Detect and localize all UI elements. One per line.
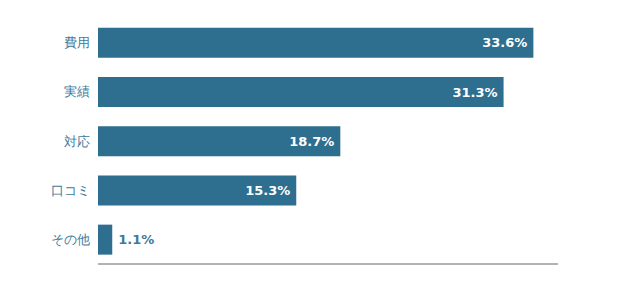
svg-text:口コミ: 口コミ [51,183,90,198]
svg-text:費用: 費用 [64,35,90,50]
svg-text:実績: 実績 [64,84,90,99]
svg-text:33.6%: 33.6% [482,35,527,50]
svg-text:1.1%: 1.1% [118,232,154,247]
svg-text:18.7%: 18.7% [289,134,334,149]
svg-text:対応: 対応 [64,134,90,149]
svg-text:31.3%: 31.3% [452,85,497,100]
svg-text:その他: その他 [51,232,90,247]
svg-text:15.3%: 15.3% [245,183,290,198]
